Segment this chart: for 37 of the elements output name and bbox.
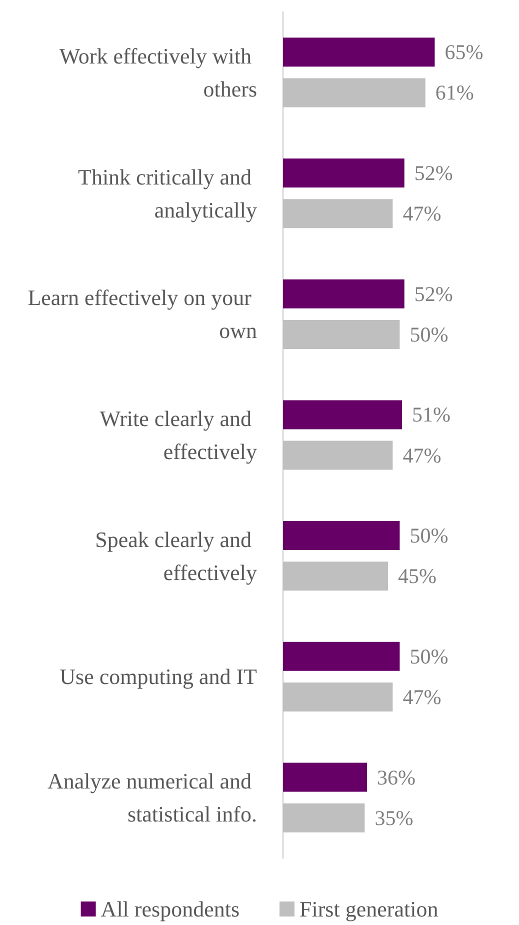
- bar: [283, 320, 400, 349]
- bar: [283, 762, 368, 792]
- bar: [283, 158, 404, 188]
- data-label: 50%: [410, 322, 448, 346]
- bar: [283, 279, 404, 308]
- data-label: 35%: [374, 806, 414, 830]
- bar: [283, 642, 400, 671]
- bar: [283, 521, 400, 550]
- data-label: 36%: [377, 765, 416, 790]
- legend-label: First generation: [300, 896, 438, 922]
- bar: [283, 440, 393, 470]
- data-label: 45%: [398, 564, 437, 588]
- data-label: 47%: [402, 443, 442, 468]
- data-label: 47%: [402, 202, 442, 226]
- legend-label: All respondents: [100, 896, 240, 922]
- bar: [283, 803, 365, 832]
- bar: [283, 682, 393, 712]
- data-label: 47%: [402, 685, 442, 710]
- data-label: 51%: [412, 402, 451, 427]
- bar: [283, 38, 435, 67]
- y-tick-label: Speak clearly and effectively: [95, 526, 257, 585]
- y-tick-label: Write clearly and effectively: [100, 406, 257, 464]
- bar: [283, 199, 393, 228]
- y-tick-label: Work effectively with others: [59, 43, 257, 102]
- data-label: 61%: [435, 80, 474, 105]
- data-label: 52%: [414, 282, 453, 306]
- data-label: 52%: [414, 160, 453, 185]
- y-tick-label: Learn effectively on your own: [28, 285, 257, 344]
- y-tick-label: Analyze numerical and statistical info.: [47, 768, 257, 827]
- y-tick-label: Use computing and IT: [60, 664, 258, 690]
- data-label: 50%: [410, 524, 448, 548]
- data-label: 50%: [410, 644, 448, 668]
- bar: [283, 400, 402, 430]
- bar: [283, 562, 388, 591]
- data-label: 65%: [444, 40, 484, 64]
- y-tick-label: Think critically and analytically: [78, 164, 257, 222]
- bar: [283, 78, 426, 108]
